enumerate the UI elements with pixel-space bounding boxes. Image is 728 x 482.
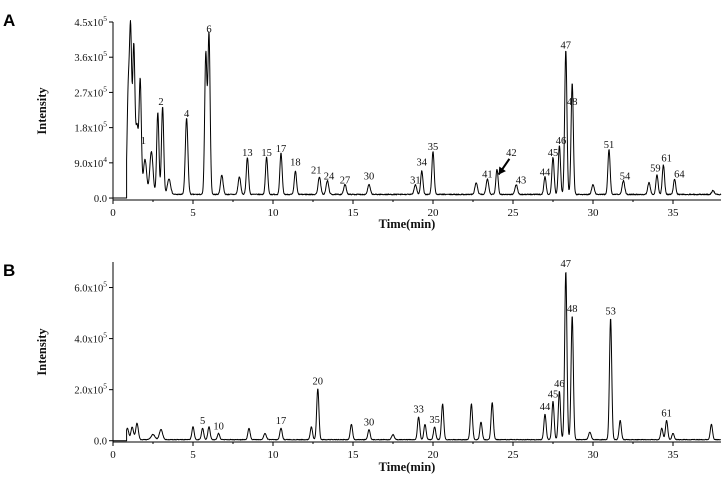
peak-label: 47 — [561, 259, 572, 270]
peak-label: 44 — [540, 402, 551, 413]
x-tick-label: 15 — [348, 207, 360, 219]
x-tick-label: 35 — [668, 207, 680, 219]
y-tick-exponent: 4 — [103, 155, 107, 164]
x-tick-label: 5 — [190, 207, 196, 219]
y-tick-exponent: 5 — [103, 49, 107, 58]
peak-label: 61 — [661, 154, 672, 165]
peak-label: 33 — [413, 405, 424, 416]
x-tick-label: 0 — [110, 207, 116, 219]
x-tick-label: 35 — [668, 449, 680, 461]
y-tick-base: 2.0x10 — [74, 386, 103, 397]
x-tick-label: 30 — [588, 449, 600, 461]
x-axis-title: Time(min) — [379, 460, 436, 474]
peak-label: 41 — [482, 169, 493, 180]
peak-label: 27 — [340, 175, 351, 186]
peak-label: 44 — [540, 167, 551, 178]
y-tick-base: 1.8x10 — [74, 124, 103, 135]
panel-letter: B — [3, 261, 15, 280]
peak-label: 4 — [184, 109, 190, 120]
peak-label: 35 — [428, 142, 439, 153]
x-tick-label: 0 — [110, 449, 116, 461]
peak-label: 54 — [620, 171, 631, 182]
y-tick-label: 3.6x105 — [74, 49, 107, 64]
x-tick-label: 10 — [268, 449, 280, 461]
peak-label: 17 — [276, 416, 287, 427]
x-tick-label: 20 — [428, 207, 440, 219]
peak-label: 45 — [548, 389, 559, 400]
peak-label: 48 — [567, 97, 578, 108]
y-tick-base: 0.0 — [94, 194, 107, 205]
y-tick-label: 6.0x105 — [74, 280, 107, 295]
peak-label: 20 — [313, 377, 324, 388]
peak-label: 43 — [516, 175, 527, 186]
x-tick-label: 15 — [348, 449, 360, 461]
x-tick-label: 25 — [508, 207, 520, 219]
peak-label: 24 — [324, 171, 335, 182]
y-tick-exponent: 5 — [103, 331, 107, 340]
y-tick-base: 9.0x10 — [74, 159, 103, 170]
chromatogram-trace — [113, 20, 722, 199]
peak-label: 51 — [604, 140, 615, 151]
peak-label: 53 — [605, 306, 616, 317]
x-tick-label: 30 — [588, 207, 600, 219]
y-tick-label: 4.0x105 — [74, 331, 107, 346]
chromatogram-trace — [113, 272, 722, 442]
peak-label: 17 — [276, 144, 287, 155]
peak-label: 59 — [650, 164, 661, 175]
y-axis-title: Intensity — [35, 328, 49, 376]
panel-b: B0 5 10 15 20 25 30 350.02.0x1054.0x1056.0x105T… — [3, 259, 722, 474]
y-tick-exponent: 5 — [103, 84, 107, 93]
x-tick-label: 20 — [428, 449, 440, 461]
y-tick-label: 2.0x105 — [74, 382, 107, 397]
x-tick-label: 5 — [190, 449, 196, 461]
peak-arrow-head — [498, 166, 506, 175]
y-tick-label: 4.5x105 — [74, 14, 107, 29]
peak-label: 15 — [261, 148, 272, 159]
peak-label: 13 — [242, 148, 253, 159]
peak-label: 18 — [290, 158, 301, 169]
x-axis-title: Time(min) — [379, 217, 436, 231]
y-tick-base: 6.0x10 — [74, 284, 103, 295]
y-tick-base: 3.6x10 — [74, 53, 103, 64]
y-tick-exponent: 5 — [103, 14, 107, 23]
peak-label: 35 — [429, 415, 440, 426]
peak-label: 46 — [556, 136, 567, 147]
y-tick-label: 0.0 — [94, 437, 107, 448]
peak-label: 10 — [213, 421, 224, 432]
y-tick-label: 0.0 — [94, 194, 107, 205]
y-tick-base: 4.0x10 — [74, 335, 103, 346]
peak-label: 42 — [506, 148, 517, 159]
y-tick-exponent: 5 — [103, 280, 107, 289]
panel-letter: A — [3, 11, 15, 30]
x-tick-label: 10 — [268, 207, 280, 219]
peak-label: 2 — [158, 97, 163, 108]
y-tick-exponent: 5 — [103, 382, 107, 391]
peak-label: 5 — [200, 416, 205, 427]
peak-label: 30 — [364, 418, 375, 429]
y-axis-title: Intensity — [35, 87, 49, 135]
peak-label: 46 — [554, 379, 565, 390]
y-tick-base: 2.7x10 — [74, 88, 103, 99]
panel-a: A0 5 10 15 20 25 30 350.09.0x1041.8x1052.7x1053… — [3, 11, 722, 231]
y-tick-exponent: 5 — [103, 120, 107, 129]
peak-label: 48 — [567, 304, 578, 315]
y-tick-label: 1.8x105 — [74, 120, 107, 135]
peak-label: 64 — [674, 169, 685, 180]
peak-label: 30 — [364, 171, 375, 182]
peak-label: 47 — [561, 40, 572, 51]
peak-label: 6 — [206, 25, 211, 36]
peak-label: 61 — [661, 409, 672, 420]
peak-label: 1 — [141, 136, 146, 147]
peak-label: 45 — [548, 148, 559, 159]
y-tick-label: 2.7x105 — [74, 84, 107, 99]
y-tick-base: 4.5x10 — [74, 18, 103, 29]
peak-label: 31 — [410, 175, 421, 186]
x-tick-label: 25 — [508, 449, 520, 461]
peak-label: 34 — [417, 158, 428, 169]
y-tick-label: 9.0x104 — [74, 155, 107, 170]
peak-label: 21 — [311, 165, 322, 176]
y-tick-base: 0.0 — [94, 437, 107, 448]
